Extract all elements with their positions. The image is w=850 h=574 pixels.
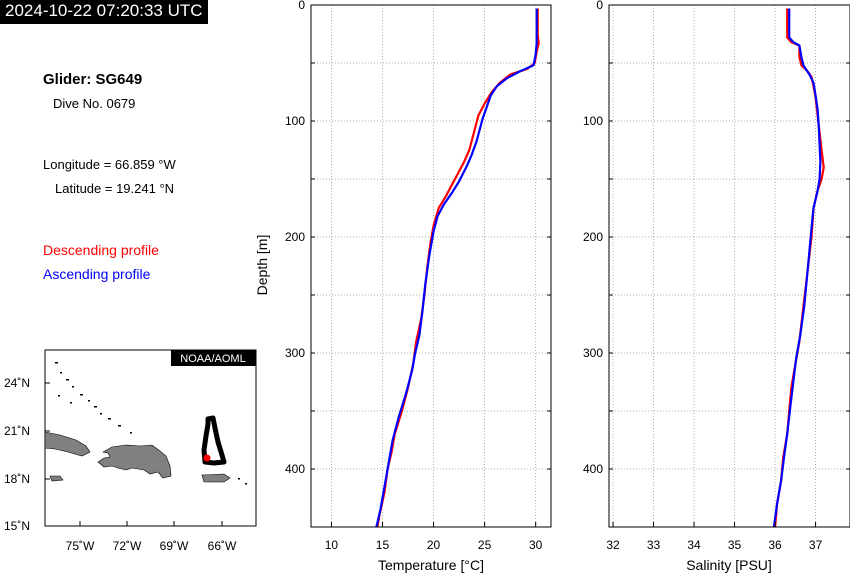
map-lon-tick: 72˚W (113, 539, 142, 553)
puerto-rico-landmass (201, 473, 231, 483)
timestamp-banner: 2024-10-22 07:20:33 UTC (0, 0, 208, 24)
temperature-y-tick-label: 300 (285, 346, 305, 360)
temperature-grid (311, 5, 551, 527)
glider-title: Glider: SG649 (43, 71, 143, 88)
salinity-profile-chart: 32 33 34 35 36 37 0 100 200 300 400 Salinity [PSU] (583, 0, 850, 573)
dive-number: Dive No. 0679 (53, 96, 136, 111)
temperature-x-tick-label: 30 (529, 538, 543, 552)
map-badge-bg (171, 350, 256, 366)
jamaica-landmass (49, 475, 64, 482)
longitude-readout: Longitude = 66.859 °W (43, 157, 176, 172)
map-frame (44, 349, 257, 527)
temperature-y-tick-label: 200 (285, 230, 305, 244)
temperature-y-tick-label: 0 (298, 0, 305, 12)
salinity-y-tick-label: 400 (583, 462, 603, 476)
latitude-readout: Latitude = 19.241 °N (55, 181, 175, 196)
salinity-y-tick-label: 100 (583, 114, 603, 128)
legend-ascending: Ascending profile (43, 266, 151, 282)
salinity-ascending-line (772, 8, 822, 528)
map-lon-tick: 69˚W (160, 539, 189, 553)
temperature-series (375, 8, 540, 528)
bahamas-islands (55, 362, 247, 485)
salinity-descending-line (774, 8, 825, 528)
legend-descending: Descending profile (43, 242, 159, 258)
salinity-x-tick-label: 32 (606, 538, 620, 552)
map-lat-tick: 18˚N (4, 472, 30, 486)
glider-track (201, 415, 227, 466)
salinity-plot-frame (608, 4, 850, 528)
salinity-y-tick-label: 0 (596, 0, 603, 12)
salinity-x-axis-title: Salinity [PSU] (686, 557, 772, 573)
salinity-ticks: 32 33 34 35 36 37 0 100 200 300 400 (583, 0, 850, 552)
salinity-x-tick-label: 35 (728, 538, 742, 552)
map-badge: NOAA/AOML (180, 353, 245, 365)
salinity-x-tick-label: 34 (687, 538, 701, 552)
temperature-x-tick-label: 15 (376, 538, 390, 552)
map-lon-tick: 75˚W (66, 539, 95, 553)
salinity-y-tick-label: 300 (583, 346, 603, 360)
salinity-series (772, 8, 825, 528)
locator-map: NOAA/AOML 24˚N 21˚N 18˚N 15˚N 75˚W 72˚W … (4, 349, 257, 553)
temperature-x-tick-label: 25 (478, 538, 492, 552)
salinity-x-tick-label: 36 (768, 538, 782, 552)
salinity-x-tick-label: 37 (809, 538, 823, 552)
map-lat-tick: 21˚N (4, 424, 30, 438)
salinity-y-tick-label: 200 (583, 230, 603, 244)
temperature-y-tick-label: 100 (285, 114, 305, 128)
temperature-x-tick-label: 10 (325, 538, 339, 552)
temperature-descending-line (376, 8, 540, 528)
glider-position-marker (203, 454, 211, 462)
salinity-x-tick-label: 33 (647, 538, 661, 552)
map-lon-tick: 66˚W (208, 539, 237, 553)
temperature-ascending-line (375, 8, 538, 528)
temperature-x-tick-label: 20 (427, 538, 441, 552)
hispaniola-landmass (97, 444, 172, 479)
depth-y-axis-title: Depth [m] (254, 235, 270, 296)
map-lat-tick: 15˚N (4, 519, 30, 533)
temperature-x-axis-title: Temperature [°C] (378, 557, 484, 573)
temperature-plot-frame (310, 4, 552, 528)
map-lat-tick: 24˚N (4, 376, 30, 390)
temperature-y-tick-label: 400 (285, 462, 305, 476)
cuba-landmass (44, 431, 91, 457)
map-tick-marks (45, 382, 223, 526)
